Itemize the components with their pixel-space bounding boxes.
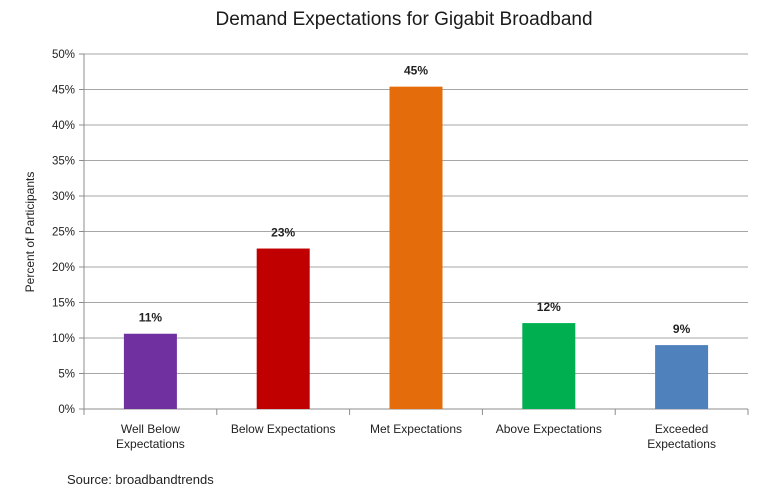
y-tick-label: 5% [58, 369, 75, 381]
y-tick-label: 40% [52, 120, 75, 132]
bars [123, 86, 709, 409]
bar [389, 86, 443, 409]
y-axis-ticks: 0% 5% 10% 15% 20% 25% 30% 35% 40% 45% 50% [52, 49, 75, 416]
chart-title: Demand Expectations for Gigabit Broadban… [215, 9, 592, 30]
y-tick-label: 0% [58, 404, 75, 416]
x-category-label: Well Below Expectations [116, 422, 185, 451]
source-note: Source: broadbandtrends [67, 472, 214, 487]
x-category-label: Below Expectations [231, 422, 336, 436]
x-category-label: Above Expectations [496, 422, 602, 436]
y-tick-label: 35% [52, 156, 75, 168]
x-category-label: Exceeded Expectations [647, 422, 716, 451]
data-label: 23% [271, 226, 295, 240]
x-category-label: Met Expectations [370, 422, 462, 436]
data-label: 11% [139, 311, 163, 325]
data-labels: 11% 23% 45% 12% 9% [139, 64, 691, 336]
y-tick-label: 50% [52, 49, 75, 61]
y-tick-label: 20% [52, 262, 75, 274]
y-tick-label: 15% [52, 298, 75, 310]
y-tick-label: 25% [52, 227, 75, 239]
y-tick-label: 10% [52, 333, 75, 345]
data-label: 9% [673, 322, 691, 336]
y-axis-label: Percent of Participants [23, 172, 37, 293]
data-label: 12% [537, 300, 561, 314]
x-axis-categories: Well Below Expectations Below Expectations… [116, 422, 716, 451]
bar [256, 248, 310, 409]
data-label: 45% [404, 64, 428, 78]
bar [522, 323, 576, 409]
bar [123, 333, 177, 409]
y-tick-label: 30% [52, 191, 75, 203]
y-tick-label: 45% [52, 85, 75, 97]
bar [655, 345, 709, 409]
